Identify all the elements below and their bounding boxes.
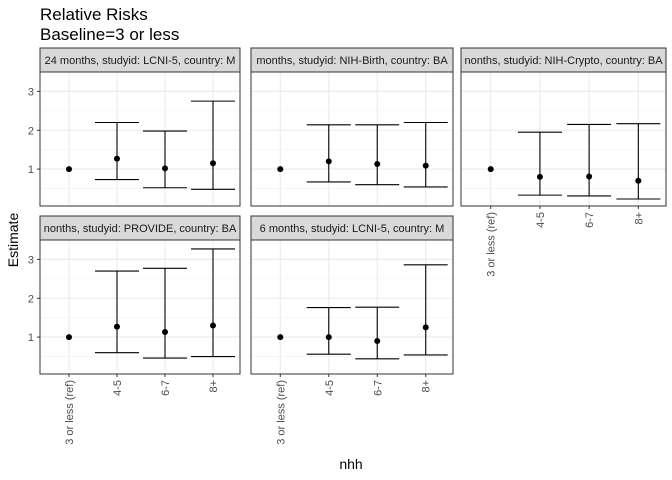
facet-panel-4: nonths, studyid: PROVIDE, country: BA 1 2 3… [28, 215, 241, 445]
x-tick-label: 4-5 [535, 212, 547, 228]
facet-strip [460, 47, 667, 73]
estimate-point-4 [635, 177, 642, 184]
estimate-point-1 [66, 166, 72, 173]
estimate-point-2 [325, 158, 332, 165]
facet-strip-label: 6 months, studyid: LCNI-5, country: M [260, 223, 445, 235]
estimate-point-4 [422, 324, 429, 331]
x-axis-title: nhh [339, 456, 362, 472]
estimate-point-2 [114, 323, 120, 330]
facet-strip [250, 215, 454, 241]
panel-background [40, 240, 240, 374]
panel-border [39, 239, 241, 375]
x-tick-label: 4-5 [112, 380, 124, 396]
panel-border [460, 71, 667, 207]
estimate-point-4 [210, 160, 216, 167]
panel-background [251, 72, 453, 206]
chart-title: Relative Risks [40, 5, 148, 24]
estimate-point-1 [277, 166, 284, 173]
estimate-point-4 [422, 162, 429, 169]
facet-panel-3: nonths, studyid: NIH-Crypto, country: BA… [460, 47, 667, 277]
facet-panel-1: 24 months, studyid: LCNI-5, country: M 1 2… [28, 47, 241, 207]
x-tick-label: 4-5 [324, 380, 336, 396]
estimate-point-1 [487, 166, 494, 173]
estimate-point-3 [162, 329, 168, 336]
facet-strip-label: nonths, studyid: NIH-Crypto, country: BA [464, 55, 663, 67]
x-tick-label: 8+ [208, 380, 220, 393]
panel-background [40, 72, 240, 206]
facet-panel-5: 6 months, studyid: LCNI-5, country: M 3 o… [250, 215, 454, 445]
estimate-point-1 [66, 334, 72, 341]
facet-strip [250, 47, 454, 73]
panel-border [250, 71, 454, 207]
x-tick-label: 8+ [421, 380, 433, 393]
estimate-point-2 [114, 155, 120, 162]
panel-border [250, 239, 454, 375]
x-tick-label: 3 or less (ref) [275, 380, 287, 445]
x-tick-label: 3 or less (ref) [486, 212, 498, 277]
estimate-point-3 [162, 165, 168, 172]
panel-background [461, 72, 666, 206]
facet-strip-label: months, studyid: NIH-Birth, country: BA [256, 55, 448, 67]
facet-panel-2: months, studyid: NIH-Birth, country: BA [250, 47, 454, 207]
panel-border [39, 71, 241, 207]
y-tick-label: 2 [28, 125, 34, 137]
y-tick-label: 1 [28, 332, 34, 344]
estimate-point-4 [210, 322, 216, 329]
y-axis-title: Estimate [5, 213, 21, 268]
y-tick-label: 3 [28, 86, 34, 98]
estimate-point-3 [374, 161, 381, 168]
facet-strip-label: nonths, studyid: PROVIDE, country: BA [44, 223, 237, 235]
y-tick-label: 2 [28, 293, 34, 305]
x-tick-label: 6-7 [160, 380, 172, 396]
facet-strip [39, 215, 241, 241]
facet-strip-label: 24 months, studyid: LCNI-5, country: M [45, 55, 236, 67]
facet-panels: 24 months, studyid: LCNI-5, country: M 1 2… [28, 47, 667, 445]
x-tick-label: 3 or less (ref) [64, 380, 76, 445]
x-tick-label: 8+ [633, 212, 645, 225]
panel-background [251, 240, 453, 374]
x-tick-label: 6-7 [372, 380, 384, 396]
estimate-point-2 [325, 334, 332, 341]
estimate-point-3 [586, 173, 593, 180]
estimate-point-2 [536, 173, 543, 180]
y-tick-label: 1 [28, 164, 34, 176]
x-tick-label: 6-7 [584, 212, 596, 228]
y-tick-label: 3 [28, 254, 34, 266]
estimate-point-1 [277, 334, 284, 341]
estimate-point-3 [374, 337, 381, 344]
chart-subtitle: Baseline=3 or less [40, 25, 179, 44]
facet-strip [39, 47, 241, 73]
